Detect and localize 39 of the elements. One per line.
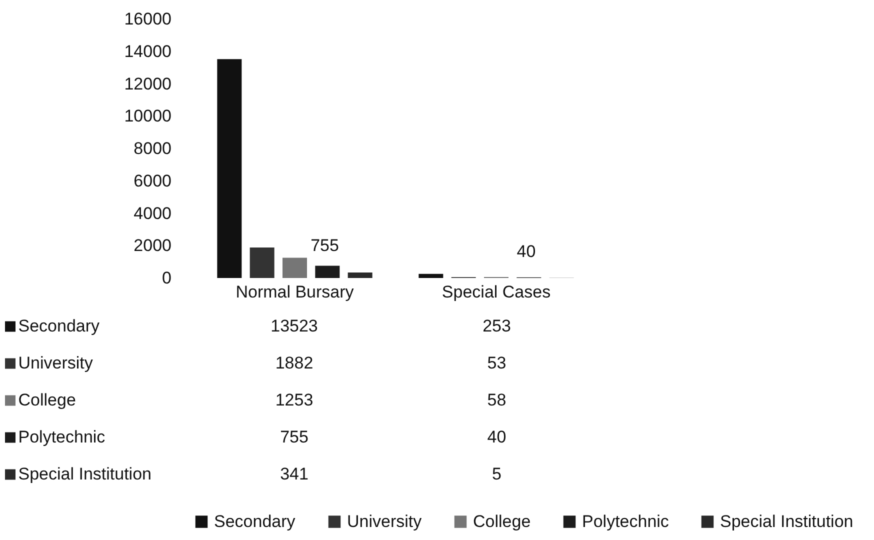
y-tick-label: 10000 [124,106,172,126]
text: College [18,390,76,410]
y-tick-label: 14000 [124,42,172,61]
bar [348,272,372,278]
data-label: 40 [487,428,506,446]
y-tick-label: 6000 [134,171,172,190]
data-label: 341 [280,464,308,484]
legend-label: University [18,354,94,372]
data-label: 755 [280,428,308,446]
x-tick-label: Normal Bursary [236,282,354,302]
y-tick-label: 8000 [134,139,172,158]
text: University [347,512,422,531]
bar [282,258,307,278]
data-label: 13523 [270,316,318,336]
bar [250,248,274,278]
data-label: 253 [482,316,511,336]
annotation: 40 [516,242,536,261]
data-label: 1882 [275,354,314,372]
annotation: 755 [310,236,339,255]
text: Special Institution [720,512,854,531]
text: Secondary [214,512,296,531]
legend-label: Special Institution [18,464,152,484]
data-label: 5 [492,464,502,484]
bar [418,274,444,278]
y-tick-label: 2000 [134,236,172,256]
y-tick-label: 12000 [124,74,172,94]
data-label: 58 [487,390,506,410]
x-tick-label: Special Cases [442,282,551,302]
bar [217,59,242,278]
y-tick-label: 0 [162,268,172,288]
bar [315,266,340,278]
y-tick-label: 4000 [134,204,172,223]
legend-label: College [473,512,531,531]
data-label: 1253 [275,390,314,410]
y-tick-label: 16000 [124,10,172,28]
legend-label: Polytechnic [582,512,670,531]
text: Polytechnic [18,428,106,446]
data-label: 53 [487,354,506,372]
legend-label: Secondary [18,316,100,336]
